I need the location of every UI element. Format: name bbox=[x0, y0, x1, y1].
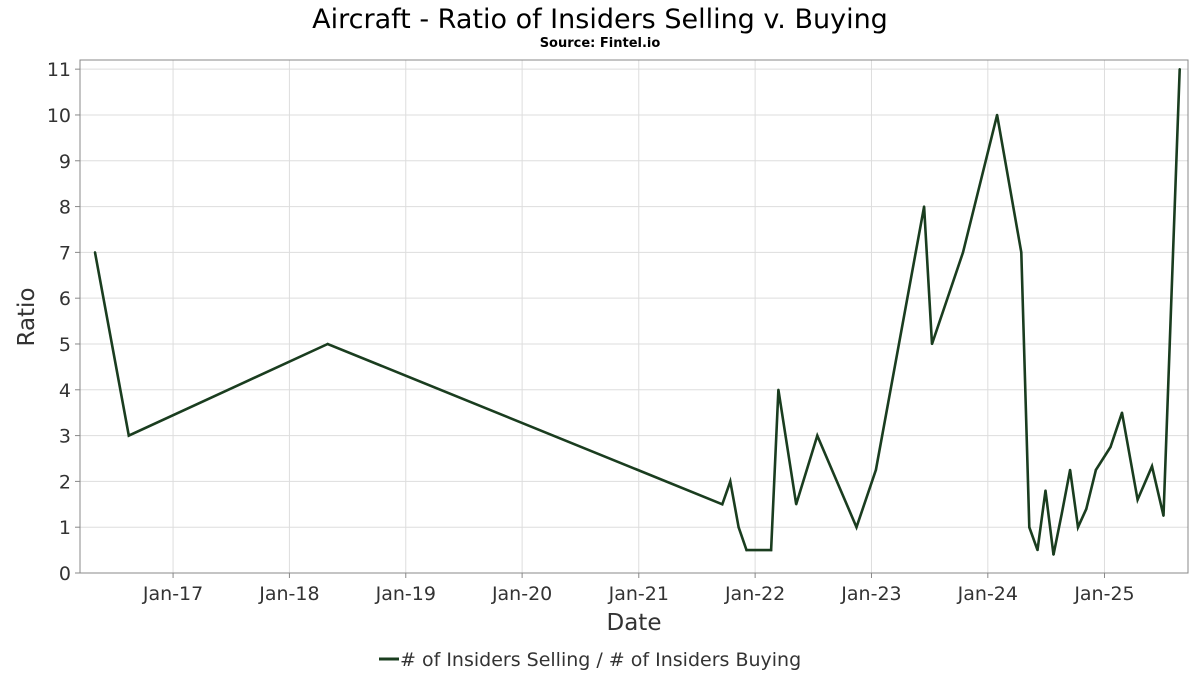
axis-ticks: 0 1 2 3 4 5 6 7 8 9 10 11 Jan-17 Jan-18 Jan-19 Jan-20 Ja… bbox=[47, 59, 1135, 605]
y-tick-label: 11 bbox=[47, 59, 71, 81]
data-point bbox=[1109, 445, 1112, 449]
data-point bbox=[777, 388, 780, 391]
data-point bbox=[326, 342, 329, 346]
data-point bbox=[995, 113, 999, 117]
y-tick-label: 6 bbox=[59, 288, 71, 310]
x-tick-label: Jan-18 bbox=[258, 583, 319, 605]
chart-subtitle: Source: Fintel.io bbox=[540, 36, 661, 51]
y-axis-label: Ratio bbox=[14, 287, 40, 346]
data-point bbox=[1076, 525, 1080, 529]
y-tick-label: 1 bbox=[59, 517, 71, 539]
data-point bbox=[1036, 548, 1039, 552]
y-tick-label: 7 bbox=[59, 242, 71, 264]
y-tick-label: 5 bbox=[59, 334, 71, 356]
data-point bbox=[729, 480, 732, 483]
x-tick-label: Jan-20 bbox=[491, 583, 552, 605]
grid bbox=[80, 60, 1188, 574]
data-point bbox=[1085, 507, 1088, 511]
data-point bbox=[1136, 498, 1139, 501]
data-point bbox=[930, 342, 934, 346]
x-tick-label: Jan-25 bbox=[1073, 583, 1134, 605]
y-tick-label: 0 bbox=[59, 563, 71, 585]
y-tick-label: 4 bbox=[59, 380, 71, 402]
data-point bbox=[795, 503, 798, 506]
data-point bbox=[1162, 514, 1165, 517]
y-tick-label: 3 bbox=[59, 426, 71, 448]
x-tick-label: Jan-21 bbox=[608, 583, 669, 605]
series-layer bbox=[93, 67, 1181, 556]
data-point bbox=[816, 434, 819, 437]
data-point bbox=[1150, 465, 1154, 468]
data-point bbox=[127, 434, 130, 437]
y-tick-label: 10 bbox=[47, 105, 71, 127]
data-point bbox=[922, 205, 926, 208]
x-tick-label: Jan-19 bbox=[375, 583, 436, 605]
data-point bbox=[855, 525, 858, 529]
chart-title: Aircraft - Ratio of Insiders Selling v. … bbox=[312, 4, 888, 35]
x-tick-label: Jan-23 bbox=[840, 583, 901, 605]
y-tick-label: 9 bbox=[59, 151, 71, 173]
plot-area bbox=[79, 59, 1189, 574]
x-tick-label: Jan-17 bbox=[142, 583, 203, 605]
legend-label: # of Insiders Selling / # of Insiders Bu… bbox=[400, 649, 801, 671]
data-point bbox=[1094, 468, 1098, 472]
data-point bbox=[1028, 525, 1031, 529]
data-point bbox=[1044, 489, 1047, 492]
data-point bbox=[769, 548, 773, 552]
data-point bbox=[737, 525, 740, 529]
legend: # of Insiders Selling / # of Insiders Bu… bbox=[379, 649, 801, 671]
data-point bbox=[745, 548, 748, 552]
data-point bbox=[961, 251, 965, 254]
data-point bbox=[721, 503, 724, 506]
x-tick-label: Jan-22 bbox=[724, 583, 785, 605]
data-point bbox=[1060, 512, 1063, 515]
data-point bbox=[93, 251, 97, 254]
data-point bbox=[1068, 468, 1072, 472]
x-tick-label: Jan-24 bbox=[957, 583, 1018, 605]
y-tick-label: 8 bbox=[59, 197, 71, 219]
data-point bbox=[1178, 67, 1181, 71]
data-point bbox=[1120, 411, 1124, 414]
y-tick-label: 2 bbox=[59, 471, 71, 493]
data-point bbox=[1052, 553, 1055, 556]
data-point bbox=[874, 468, 878, 472]
data-point bbox=[1020, 251, 1023, 254]
x-axis-label: Date bbox=[607, 610, 662, 636]
